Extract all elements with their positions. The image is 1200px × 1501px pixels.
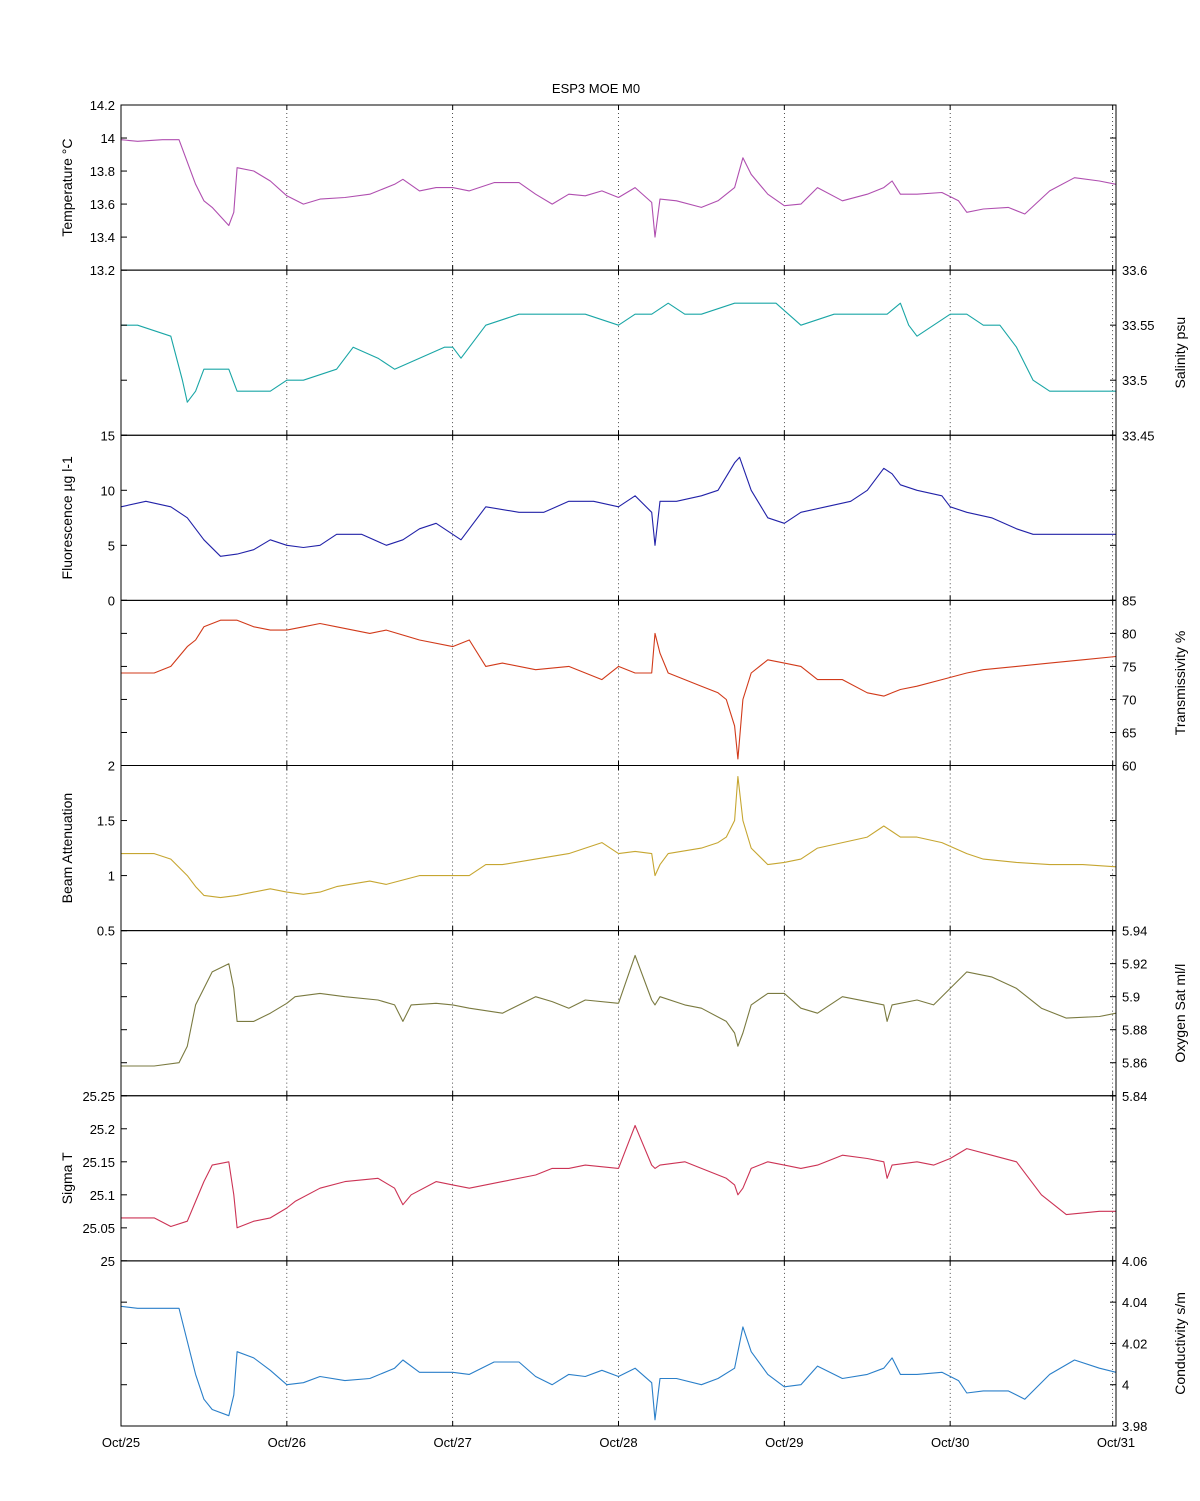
y-tick-label: 25.15 <box>82 1155 115 1170</box>
y-tick-label: 5.9 <box>1122 990 1140 1005</box>
y-axis-label: Salinity psu <box>1172 317 1188 389</box>
y-tick-label: 2 <box>108 759 115 774</box>
panel-8: 3.98 4 4.02 4.04 4.06 Conductivity s/m <box>120 1254 1188 1434</box>
y-tick-label: 25.25 <box>82 1089 115 1104</box>
y-tick-label: 14 <box>101 131 115 146</box>
x-tick-label: Oct/26 <box>268 1435 306 1450</box>
y-axis-label: Beam Attenuation <box>59 793 75 904</box>
y-tick-label: 4.06 <box>1122 1254 1147 1269</box>
x-axis-tick-labels: Oct/25 Oct/26 Oct/27 Oct/28 Oct/29 Oct/30 Oct/… <box>102 1435 1135 1450</box>
y-axis-label: Conductivity s/m <box>1172 1292 1188 1395</box>
y-tick-label: 13.2 <box>90 263 115 278</box>
y-tick-label: 10 <box>101 483 115 498</box>
y-tick-label: 85 <box>1122 593 1136 608</box>
y-tick-label: 13.4 <box>90 230 115 245</box>
y-tick-label: 13.6 <box>90 197 115 212</box>
x-tick-label: Oct/25 <box>102 1435 140 1450</box>
series-line <box>120 456 1116 557</box>
y-tick-label: 13.8 <box>90 164 115 179</box>
y-tick-label: 5.86 <box>1122 1056 1147 1071</box>
y-tick-label: 65 <box>1122 725 1136 740</box>
panel-6: 5.84 5.86 5.88 5.9 5.92 5.94 Oxygen Sat ml/l <box>120 924 1188 1104</box>
y-axis-label: Fluorescence µg l-1 <box>59 456 75 579</box>
y-tick-label: 25.1 <box>90 1188 115 1203</box>
y-axis-label: Temperature °C <box>59 138 75 236</box>
y-tick-label: 4 <box>1122 1378 1129 1393</box>
y-tick-label: 80 <box>1122 626 1136 641</box>
y-tick-label: 25.05 <box>82 1221 115 1236</box>
y-axis-label: Transmissivity % <box>1172 631 1188 736</box>
y-tick-label: 70 <box>1122 692 1136 707</box>
series-line <box>121 1124 1116 1229</box>
x-tick-label: Oct/30 <box>931 1435 969 1450</box>
y-tick-label: 4.04 <box>1122 1295 1147 1310</box>
y-tick-label: 33.45 <box>1122 428 1155 443</box>
y-tick-label: 1.5 <box>97 814 115 829</box>
y-tick-label: 33.5 <box>1122 373 1147 388</box>
figure-title: ESP3 MOE M0 <box>552 81 640 96</box>
y-tick-label: 33.55 <box>1122 318 1155 333</box>
y-tick-label: 33.6 <box>1122 263 1147 278</box>
x-tick-label: Oct/27 <box>434 1435 472 1450</box>
x-tick-label: Oct/28 <box>599 1435 637 1450</box>
x-tick-label: Oct/29 <box>765 1435 803 1450</box>
series-line <box>121 619 1117 760</box>
y-tick-label: 1 <box>108 869 115 884</box>
y-tick-label: 25.2 <box>90 1122 115 1137</box>
y-tick-label: 60 <box>1122 759 1136 774</box>
y-tick-label: 5.94 <box>1122 924 1147 939</box>
y-tick-label: 4.02 <box>1122 1336 1147 1351</box>
series-line <box>120 1305 1117 1421</box>
y-axis-label: Oxygen Sat ml/l <box>1172 964 1188 1063</box>
y-tick-label: 0 <box>108 593 115 608</box>
y-tick-label: 5.92 <box>1122 957 1147 972</box>
x-tick-label: Oct/31 <box>1097 1435 1135 1450</box>
y-axis-label: Sigma T <box>59 1152 75 1204</box>
y-tick-label: 3.98 <box>1122 1419 1147 1434</box>
y-tick-label: 5.84 <box>1122 1089 1147 1104</box>
y-tick-label: 14.2 <box>90 98 115 113</box>
series-line <box>121 954 1117 1067</box>
panel-3: 0 5 10 15 Fluorescence µg l-1 <box>59 428 1117 608</box>
y-tick-label: 75 <box>1122 659 1136 674</box>
y-tick-label: 15 <box>101 428 115 443</box>
y-tick-label: 25 <box>101 1254 115 1269</box>
series-line <box>121 775 1117 899</box>
panel-4: 60 65 70 75 80 85 Transmissivity % <box>120 593 1188 774</box>
y-tick-label: 5 <box>108 538 115 553</box>
series-line <box>120 139 1117 238</box>
y-tick-label: 5.88 <box>1122 1023 1147 1038</box>
y-tick-label: 0.5 <box>97 924 115 939</box>
series-line <box>121 302 1116 403</box>
